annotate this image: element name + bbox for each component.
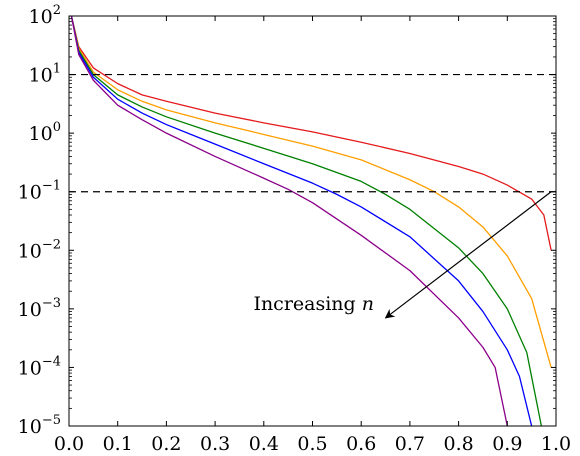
y-tick-label: 101 [29,62,61,87]
x-tick-label: 0.9 [492,433,522,455]
x-tick-label: 0.2 [151,433,181,455]
annotation-label: Increasing n [253,293,374,315]
series-line-2 [70,16,552,368]
x-tick-label: 0.6 [346,433,376,455]
y-tick-label: 10−3 [18,296,61,321]
series-line-3 [70,16,543,426]
x-tick-label: 0.4 [249,433,279,455]
y-tick-label: 100 [29,120,61,145]
x-tick-label: 0.1 [103,433,133,455]
x-tick-label: 0.8 [443,433,473,455]
annotation: Increasing n [253,191,552,319]
x-tick-label: 0.7 [395,433,425,455]
x-tick-label: 0.3 [200,433,230,455]
reference-lines [69,73,556,193]
series-line-5 [70,16,508,426]
y-tick-label: 10−1 [18,179,61,204]
y-tick-label: 10−4 [18,354,61,379]
series-layer [70,16,552,426]
y-tick-label: 102 [29,3,61,28]
series-line-4 [70,16,533,426]
y-tick-label: 10−5 [18,413,61,438]
axis-ticks: 0.0 0.1 0.2 0.3 0.4 0.5 0.6 0.7 0.8 0.9 1.0 102 101 1… [18,3,571,455]
annotation-arrow [384,191,552,319]
x-tick-label: 1.0 [541,433,571,455]
plot-frame [68,15,557,427]
series-line-1 [70,16,552,251]
x-tick-label: 0.0 [54,433,84,455]
x-tick-label: 0.5 [297,433,327,455]
y-tick-label: 10−2 [18,237,61,262]
